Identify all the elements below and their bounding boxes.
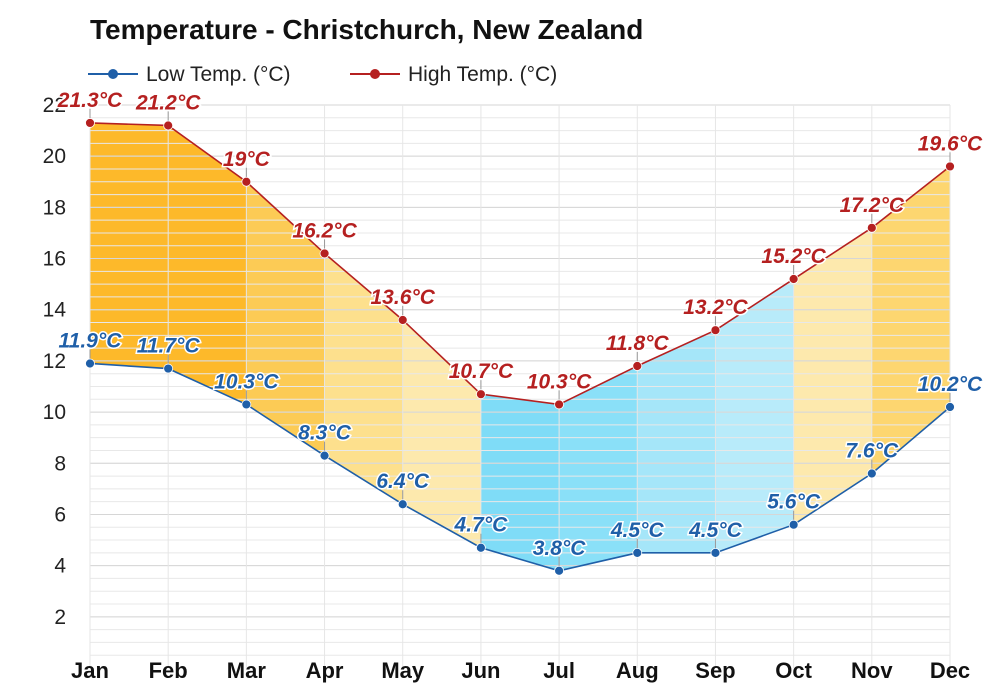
x-tick-label: Feb [149,658,188,683]
season-bands [90,122,950,571]
low-temp-label: 11.9°C [59,329,123,352]
high-temp-point [476,389,486,400]
low-temp-label: 4.5°C [688,519,743,542]
low-temp-label: 4.7°C [454,514,509,537]
season-band [559,366,638,571]
y-tick-label: 12 [43,350,66,373]
season-band [402,319,481,548]
low-temp-label: 8.3°C [298,422,352,445]
y-tick-label: 16 [43,248,66,271]
chart-title: Temperature - Christchurch, New Zealand [90,14,644,45]
low-temp-point [241,399,252,410]
low-temp-label: 5.6°C [767,491,821,514]
x-axis-month-labels: Jan Feb Mar Apr May Jun Jul Aug Sep Oct Nov Dec [71,658,970,683]
y-tick-label: 8 [54,452,66,475]
x-tick-label: Aug [616,658,659,683]
high-temp-label: 21.2°C [135,91,201,114]
y-tick-label: 22 [43,94,66,117]
legend-label-low: Low Temp. (°C) [146,63,291,86]
high-temp-line [89,122,951,406]
legend-marker-high [370,69,380,79]
low-temp-point [945,402,955,412]
low-temp-label: 11.7°C [137,335,201,358]
low-temp-point [632,547,643,558]
high-temp-point [632,361,643,371]
y-tick-label: 4 [54,555,66,578]
series-lines [89,122,951,572]
x-tick-label: Nov [851,658,893,683]
high-temp-label: 13.2°C [683,296,748,319]
series-points [85,118,955,576]
x-tick-label: Sep [695,658,735,683]
y-tick-label: 14 [43,299,67,322]
low-temp-label: 10.2°C [918,373,983,396]
high-temp-point [397,315,408,325]
low-temp-label: 4.5°C [610,519,665,542]
high-temp-label: 17.2°C [840,194,905,217]
x-tick-label: May [381,658,425,683]
low-temp-point [710,547,721,558]
high-temp-label: 19.6°C [918,132,983,155]
high-temp-point [710,325,721,336]
y-tick-label: 2 [54,606,66,629]
x-tick-label: Mar [227,658,267,683]
high-temp-point [319,248,330,259]
high-temp-label: 15.2°C [761,245,826,268]
high-temp-label: 16.2°C [292,219,357,242]
y-tick-label: 6 [54,503,66,526]
high-temp-label: 21.3°C [57,89,123,112]
season-band [715,279,794,553]
high-temp-label: 11.8°C [606,332,670,355]
y-tick-label: 10 [43,401,66,424]
season-band [480,394,560,571]
high-temp-label: 19°C [223,148,271,171]
high-temp-point [85,118,95,128]
x-tick-label: Jun [461,658,500,683]
x-tick-label: Jul [543,658,575,683]
high-temp-point [945,161,955,172]
x-tick-label: Jan [71,658,109,683]
low-temp-label: 7.6°C [845,440,899,463]
data-labels: 11.9°C 11.7°C 10.3°C 8.3°C 6.4°C 4.7°C 3.8°C 4.… [55,87,984,561]
high-temp-point [866,222,877,233]
low-temp-label: 6.4°C [376,470,430,493]
season-band [871,166,950,474]
low-temp-point [554,565,564,576]
low-temp-point [319,450,330,461]
x-tick-label: Dec [930,658,970,683]
season-band [324,253,403,505]
low-temp-line [89,362,951,572]
low-temp-label: 3.8°C [533,537,587,560]
season-band [793,227,872,525]
y-axis-ticks: 2 4 6 8 10 12 14 16 18 20 22 [43,94,67,629]
x-tick-label: Apr [306,658,344,683]
low-temp-point [476,542,486,553]
y-tick-label: 20 [43,145,66,168]
legend-label-high: High Temp. (°C) [408,63,557,86]
low-temp-label: 10.3°C [214,370,279,393]
low-temp-point [866,468,877,479]
low-temp-point [163,363,174,374]
high-temp-point [554,399,564,410]
y-tick-label: 18 [43,196,66,219]
high-temp-point [788,274,799,284]
low-temp-point [788,519,799,530]
high-temp-label: 10.7°C [449,360,514,383]
high-temp-label: 13.6°C [371,286,436,309]
legend: Low Temp. (°C) High Temp. (°C) [88,63,557,86]
high-temp-point [163,120,174,131]
low-temp-point [85,358,95,369]
x-tick-label: Oct [775,658,812,683]
season-band [246,181,325,456]
high-temp-label: 10.3°C [527,370,592,393]
season-band [168,125,247,405]
legend-marker-low [108,69,118,79]
low-temp-point [397,499,408,510]
high-temp-point [241,176,252,187]
season-band [637,330,716,553]
